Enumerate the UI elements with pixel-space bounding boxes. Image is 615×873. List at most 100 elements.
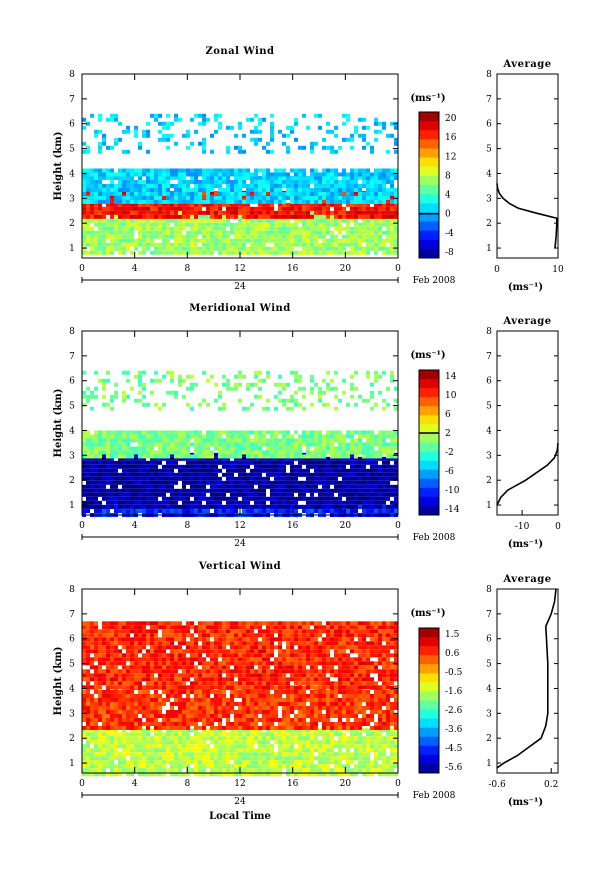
heatmap-cell xyxy=(110,117,114,122)
heatmap-cell xyxy=(258,446,262,451)
heatmap-cell xyxy=(226,230,230,235)
heatmap-cell xyxy=(374,202,378,207)
heatmap-cell xyxy=(226,206,230,211)
heatmap-cell xyxy=(286,454,290,459)
heatmap-cell xyxy=(210,214,214,219)
heatmap-cell xyxy=(110,740,114,745)
heatmap-cell xyxy=(162,168,166,173)
heatmap-cell xyxy=(314,250,318,255)
heatmap-cell xyxy=(218,234,222,239)
heatmap-cell xyxy=(246,199,250,204)
avg-title: Average xyxy=(502,316,551,327)
heatmap-cell xyxy=(238,736,242,741)
heatmap-cell xyxy=(382,172,386,177)
heatmap-cell xyxy=(94,230,98,235)
heatmap-cell xyxy=(314,496,318,501)
heatmap-cell xyxy=(190,476,194,481)
avg-y-tick-label: 7 xyxy=(486,352,492,362)
heatmap-cell xyxy=(106,206,110,211)
heatmap-cell xyxy=(94,238,98,243)
heatmap-cell xyxy=(210,374,214,379)
heatmap-cell xyxy=(82,149,86,154)
heatmap-cell xyxy=(298,195,302,200)
heatmap-cell xyxy=(374,744,378,749)
heatmap-cell xyxy=(98,210,102,215)
heatmap-cell xyxy=(218,226,222,231)
heatmap-cell xyxy=(202,728,206,733)
heatmap-cell xyxy=(390,133,394,138)
heatmap-cell xyxy=(258,370,262,375)
heatmap-cell xyxy=(110,446,114,451)
heatmap-cell xyxy=(238,748,242,753)
heatmap-cell xyxy=(186,472,190,477)
heatmap-cell xyxy=(274,500,278,505)
heatmap-cell xyxy=(86,168,90,173)
heatmap-cell xyxy=(262,756,266,761)
heatmap-cell xyxy=(254,504,258,509)
heatmap-cell xyxy=(366,728,370,733)
heatmap-cell xyxy=(154,456,158,461)
heatmap-cell xyxy=(206,168,210,173)
heatmap-cell xyxy=(266,183,270,188)
heatmap-cell xyxy=(178,378,182,383)
heatmap-cell xyxy=(186,740,190,745)
heatmap-cell xyxy=(258,179,262,184)
heatmap-cell xyxy=(310,509,314,514)
colorbar-segment xyxy=(419,157,439,168)
heatmap-cell xyxy=(314,480,318,485)
heatmap-cell xyxy=(174,199,178,204)
heatmap-cell xyxy=(298,238,302,243)
heatmap-cell xyxy=(298,386,302,391)
heatmap-cell xyxy=(90,195,94,200)
heatmap-cell xyxy=(86,456,90,461)
heatmap-cell xyxy=(90,492,94,497)
heatmap-cell xyxy=(390,732,394,737)
heatmap-cell xyxy=(350,492,354,497)
heatmap-cell xyxy=(346,222,350,227)
heatmap-cell xyxy=(230,496,234,501)
heatmap-cell xyxy=(258,187,262,192)
heatmap-cell xyxy=(302,195,306,200)
heatmap-cell xyxy=(354,230,358,235)
heatmap-cell xyxy=(250,488,254,493)
heatmap-cell xyxy=(246,740,250,745)
heatmap-cell xyxy=(138,500,142,505)
heatmap-cell xyxy=(270,230,274,235)
heatmap-cell xyxy=(314,141,318,146)
heatmap-cell xyxy=(290,468,294,473)
heatmap-cell xyxy=(94,468,98,473)
heatmap-cell xyxy=(306,179,310,184)
heatmap-cell xyxy=(334,183,338,188)
heatmap-cell xyxy=(366,370,370,375)
heatmap-cell xyxy=(202,438,206,443)
heatmap-cell xyxy=(246,460,250,465)
heatmap-cell xyxy=(98,446,102,451)
heatmap-cell xyxy=(322,504,326,509)
heatmap-cell xyxy=(354,492,358,497)
heatmap-cell xyxy=(330,242,334,247)
heatmap-cell xyxy=(150,728,154,733)
heatmap-cell xyxy=(226,464,230,469)
heatmap-cell xyxy=(222,442,226,447)
heatmap-cell xyxy=(106,187,110,192)
heatmap-cell xyxy=(174,113,178,118)
heatmap-cell xyxy=(358,505,362,510)
heatmap-cell xyxy=(246,206,250,211)
heatmap-cell xyxy=(82,141,86,146)
heatmap-cell xyxy=(114,113,118,118)
heatmap-cell xyxy=(122,206,126,211)
heatmap-cell xyxy=(222,199,226,204)
heatmap-cell xyxy=(350,202,354,207)
heatmap-cell xyxy=(354,179,358,184)
heatmap-cell xyxy=(146,492,150,497)
heatmap-cell xyxy=(314,728,318,733)
heatmap-cell xyxy=(354,430,358,435)
heatmap-cell xyxy=(286,492,290,497)
heatmap-cell xyxy=(298,756,302,761)
heatmap-cell xyxy=(218,172,222,177)
heatmap-cell xyxy=(174,202,178,207)
heatmap-cell xyxy=(218,728,222,733)
heatmap-cell xyxy=(218,175,222,180)
heatmap-cell xyxy=(298,454,302,459)
heatmap-cell xyxy=(114,234,118,239)
